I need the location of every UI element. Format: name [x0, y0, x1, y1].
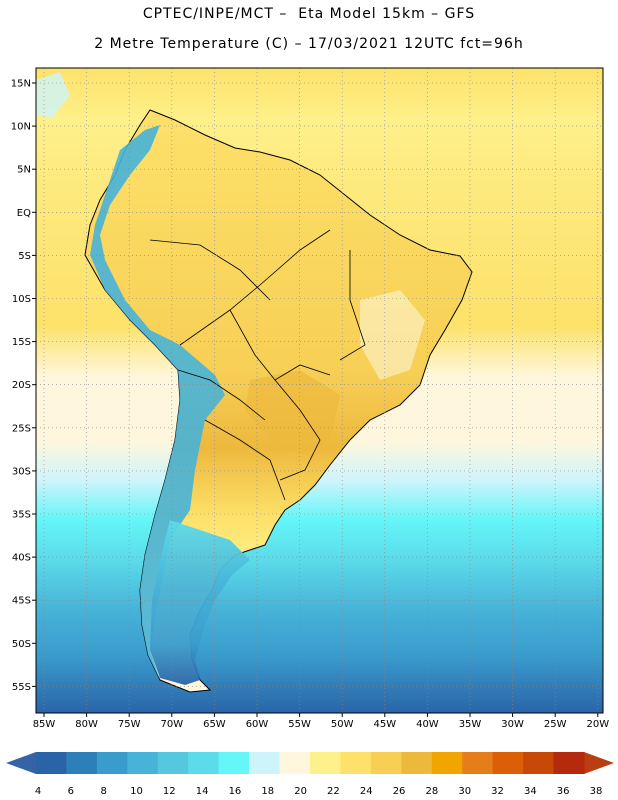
colorbar-tick-label: 10: [130, 786, 143, 797]
lat-label: 5N: [17, 165, 31, 176]
lat-label: 20S: [12, 380, 31, 391]
lon-label: 40W: [416, 719, 439, 730]
lat-lon-grid: [36, 68, 603, 713]
lat-label: 15N: [11, 79, 31, 90]
colorbar-tick-label: 22: [327, 786, 340, 797]
colorbar-swatch: [462, 752, 494, 774]
colorbar-high-arrow: [584, 752, 614, 774]
brazilian-highlands: [360, 290, 425, 380]
colorbar-swatch: [401, 752, 433, 774]
colorbar-swatch: [188, 752, 220, 774]
colorbar-swatch: [523, 752, 555, 774]
lat-label: 35S: [12, 510, 31, 521]
colorbar-swatch: [370, 752, 402, 774]
colorbar-tick-label: 4: [35, 786, 41, 797]
map-frame: [35, 67, 604, 714]
lon-label: 75W: [118, 719, 141, 730]
lat-label: 10N: [11, 122, 31, 133]
lat-label: 40S: [12, 553, 31, 564]
lat-label: 10S: [12, 294, 31, 305]
colorbar-low-arrow: [6, 752, 36, 774]
colorbar-swatch: [492, 752, 524, 774]
latitude-labels: 15N 10N 5N EQ 5S 10S 15S 20S 25S 30S 35S 40S 45S 50S 5…: [11, 79, 36, 693]
colorbar-swatch: [340, 752, 372, 774]
colorbar-tick-label: 24: [360, 786, 373, 797]
lat-label: 15S: [12, 337, 31, 348]
colorbar-tick-label: 34: [524, 786, 537, 797]
colorbar-tick-label: 12: [163, 786, 176, 797]
lon-label: 30W: [501, 719, 524, 730]
colorbar-tick-label: 16: [229, 786, 242, 797]
lon-label: 50W: [331, 719, 354, 730]
temperature-colorbar: 4 6 8 10 12 14 16 18 20 22 24 26 28 30 32 34 36 38: [6, 752, 614, 797]
colorbar-tick-label: 20: [294, 786, 307, 797]
colorbar-swatch: [310, 752, 341, 774]
colorbar-tick-label: 26: [393, 786, 406, 797]
lon-label: 55W: [288, 719, 311, 730]
lon-label: 45W: [373, 719, 396, 730]
lon-label: 80W: [75, 719, 98, 730]
andes-cold-band: [90, 125, 225, 680]
colorbar-tick-label: 38: [590, 786, 603, 797]
lat-label: 45S: [12, 596, 31, 607]
lon-label: 65W: [203, 719, 226, 730]
country-borders: [149, 229, 366, 501]
map-title-line-2: 2 Metre Temperature (C) – 17/03/2021 12U…: [94, 36, 524, 52]
colorbar-swatch: [249, 752, 281, 774]
colorbar-swatch: [553, 752, 585, 774]
colorbar-tick-label: 18: [261, 786, 274, 797]
lon-label: 25W: [544, 719, 567, 730]
colorbar-tick-label: 8: [100, 786, 106, 797]
colorbar-swatch: [218, 752, 250, 774]
colorbar-tick-label: 32: [491, 786, 504, 797]
colorbar-tick-label: 36: [557, 786, 570, 797]
colorbar-swatch: [279, 752, 311, 774]
lat-label: EQ: [17, 208, 31, 219]
colorbar-swatch: [157, 752, 189, 774]
lon-label: 70W: [160, 719, 183, 730]
map-title-line-1: CPTEC/INPE/MCT – Eta Model 15km – GFS: [142, 6, 476, 22]
lat-label: 25S: [12, 423, 31, 434]
colorbar-tick-label: 28: [426, 786, 439, 797]
lon-label: 20W: [586, 719, 609, 730]
colorbar-swatch: [36, 752, 67, 774]
lat-label: 5S: [18, 251, 31, 262]
map-canvas: [36, 68, 603, 713]
lat-label: 55S: [12, 682, 31, 693]
lat-label: 30S: [12, 466, 31, 477]
lat-label: 50S: [12, 639, 31, 650]
colorbar-swatch: [66, 752, 98, 774]
colorbar-tick-label: 30: [458, 786, 471, 797]
longitude-labels: 85W 80W 75W 70W 65W 60W 55W 50W 45W 40W 35W 30W 25W 2…: [33, 713, 609, 730]
colorbar-tick-label: 6: [68, 786, 74, 797]
lon-label: 85W: [33, 719, 56, 730]
colorbar-tick-label: 14: [196, 786, 209, 797]
colorbar-swatch: [127, 752, 159, 774]
colorbar-swatch: [431, 752, 463, 774]
colorbar-swatch: [96, 752, 128, 774]
patagonia-cool-area: [150, 520, 250, 685]
caribbean-patch: [36, 72, 70, 118]
lon-label: 60W: [246, 719, 269, 730]
lon-label: 35W: [459, 719, 482, 730]
